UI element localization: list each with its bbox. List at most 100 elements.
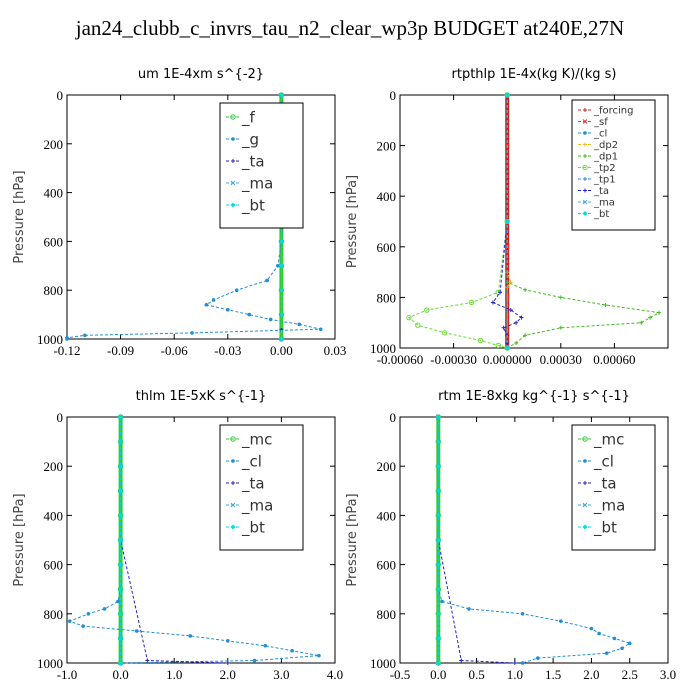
data-point-cl — [520, 612, 525, 616]
legend-label: _dp2 — [593, 140, 618, 151]
data-point-bt — [118, 512, 124, 518]
x-tick-label: 0.00030 — [540, 352, 582, 367]
data-point-bt — [118, 562, 124, 568]
data-point-bt — [504, 92, 510, 98]
data-point-ta — [501, 325, 506, 330]
data-point-bt — [435, 660, 441, 666]
y-axis-label-4: Pressure [hPa] — [345, 493, 360, 586]
x-tick-label: -0.12 — [53, 343, 80, 358]
data-point-tp2 — [406, 314, 412, 321]
y-axis-label-3: Pressure [hPa] — [12, 493, 27, 586]
x-tick-label: 1.0 — [166, 667, 182, 682]
legend-label: _ta — [593, 186, 609, 197]
legend-marker — [582, 524, 588, 530]
series-line-tp2 — [407, 95, 508, 349]
y-tick-label: 400 — [44, 508, 64, 523]
data-point-g — [204, 303, 209, 307]
data-point-bt — [118, 537, 124, 543]
y-tick-label: 400 — [44, 186, 64, 201]
data-point-cl — [536, 656, 540, 660]
data-point-cl — [263, 643, 268, 648]
panel-title-3: thlm 1E-5xK s^{-1} — [136, 389, 267, 404]
y-tick-label: 0 — [57, 410, 64, 425]
legend-label: _ta — [241, 474, 265, 493]
data-point-bt — [504, 219, 510, 224]
data-point-tp2 — [468, 299, 475, 306]
data-point-g — [318, 327, 323, 332]
data-point-tp2 — [415, 322, 421, 328]
x-tick-label: 2.0 — [220, 667, 236, 682]
legend-box-4 — [571, 424, 656, 551]
data-point-g — [226, 307, 230, 312]
panel-title-1: um 1E-4xm s^{-2} — [138, 67, 264, 82]
data-point-bt — [118, 611, 124, 617]
data-point-bt — [435, 635, 441, 641]
legend-label: _ta — [241, 152, 265, 171]
data-point-bt — [278, 287, 284, 293]
legend-label: _bt — [593, 209, 609, 220]
data-point-dp1 — [648, 315, 653, 320]
data-point-bt — [504, 345, 510, 351]
data-point-ta — [145, 658, 150, 663]
legend-label: _sf — [593, 117, 608, 128]
y-tick-label: 1000 — [370, 656, 396, 671]
y-tick-label: 200 — [377, 459, 397, 474]
y-tick-label: 200 — [377, 139, 397, 154]
y-tick-label: 1000 — [37, 656, 63, 671]
data-point-bt — [435, 439, 441, 445]
legend-marker — [230, 436, 236, 442]
data-point-bt — [118, 439, 124, 445]
x-tick-label: 4.0 — [327, 667, 343, 682]
y-tick-label: 600 — [377, 240, 397, 255]
x-tick-label: -0.5 — [390, 667, 411, 682]
y-tick-label: 0 — [390, 88, 397, 103]
data-point-tp2 — [441, 330, 448, 336]
y-tick-label: 800 — [377, 607, 397, 622]
legend-label: _cl — [593, 129, 607, 140]
data-point-cl — [290, 648, 294, 653]
data-point-cl — [604, 651, 609, 655]
y-tick-label: 800 — [377, 290, 397, 305]
y-tick-label: 400 — [377, 189, 397, 204]
legend-marker — [231, 459, 235, 463]
legend-label: _dp1 — [593, 152, 618, 163]
legend-marker — [583, 459, 587, 463]
legend-marker — [583, 154, 587, 158]
data-point-cl — [317, 653, 321, 658]
legend-marker — [230, 114, 236, 120]
data-point-tp2 — [424, 307, 430, 313]
legend-label: _tp1 — [593, 175, 616, 186]
data-point-cl — [440, 599, 444, 604]
legend-marker — [583, 481, 587, 485]
data-point-cl — [467, 607, 471, 611]
data-point-ta — [519, 315, 524, 320]
x-tick-label: -0.03 — [214, 343, 241, 358]
legend-label: _bt — [241, 196, 265, 215]
data-point-cl — [86, 612, 91, 616]
x-tick-label: 0.000000 — [483, 352, 532, 367]
data-point-tp2 — [477, 337, 484, 344]
data-point-dp1 — [603, 302, 608, 307]
x-tick-label: 1.0 — [507, 667, 523, 682]
x-tick-label: -0.00030 — [430, 352, 477, 367]
legend-label: _cl — [241, 452, 262, 471]
x-tick-label: 1.5 — [545, 667, 561, 682]
data-point-bt — [118, 414, 124, 420]
data-point-tp2 — [495, 342, 501, 349]
y-tick-label: 600 — [377, 558, 397, 573]
legend-marker — [583, 131, 587, 135]
data-point-cl — [67, 619, 72, 623]
data-point-g — [265, 278, 269, 283]
legend-marker — [583, 142, 587, 147]
legend-marker — [230, 524, 236, 530]
x-tick-label: -0.00060 — [377, 352, 424, 367]
legend-label: _forcing — [593, 106, 634, 117]
data-point-bt — [435, 611, 441, 617]
data-point-g — [276, 264, 280, 268]
data-point-bt — [435, 512, 441, 518]
data-point-cl — [597, 631, 601, 636]
x-tick-label: -0.09 — [107, 343, 134, 358]
x-tick-label: -1.0 — [57, 667, 78, 682]
data-point-g — [234, 288, 239, 293]
legend-marker — [231, 159, 235, 163]
